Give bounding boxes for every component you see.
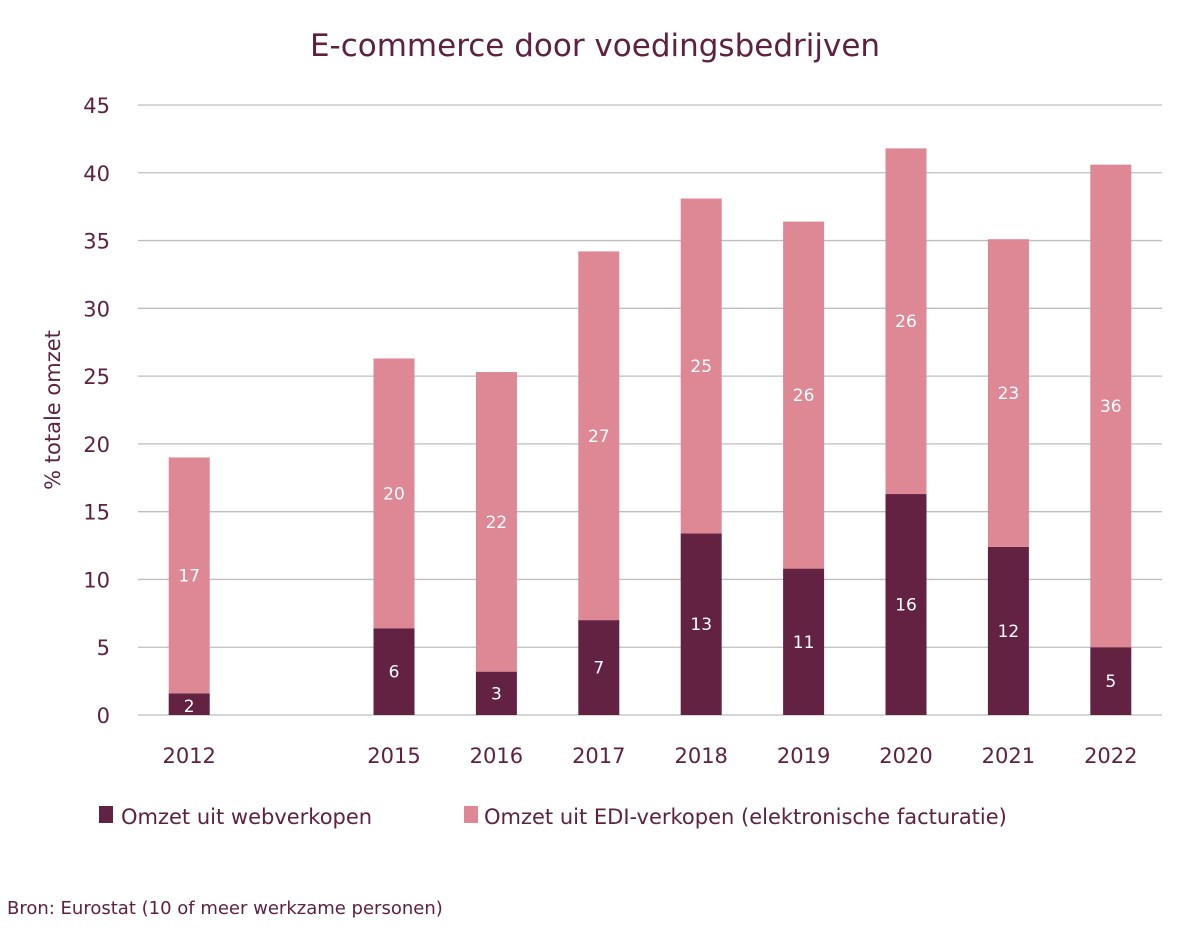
data-label: 17 bbox=[178, 566, 200, 586]
bar-segment-webverkopen bbox=[680, 533, 722, 715]
data-label: 16 bbox=[895, 596, 917, 616]
x-tick-label: 2015 bbox=[367, 744, 420, 768]
x-tick-label: 2016 bbox=[470, 744, 523, 768]
y-tick-label: 40 bbox=[83, 162, 110, 186]
bar-segment-webverkopen bbox=[783, 568, 825, 715]
data-label: 20 bbox=[383, 484, 405, 504]
bar-segment-edi bbox=[987, 239, 1029, 547]
y-tick-label: 35 bbox=[83, 230, 110, 254]
y-axis-label: % totale omzet bbox=[41, 330, 65, 490]
bar-segment-webverkopen bbox=[578, 620, 620, 715]
bar-segment-webverkopen bbox=[885, 494, 927, 715]
bars: 2 17 6 20 3 22 7 27 13 25 11 26 16 26 12 23 5 36 bbox=[168, 148, 1132, 717]
bar-segment-edi bbox=[168, 457, 210, 694]
bar-segment-edi bbox=[373, 358, 415, 629]
x-tick-label: 2017 bbox=[572, 744, 625, 768]
bar-segment-edi bbox=[578, 251, 620, 621]
data-label: 36 bbox=[1100, 397, 1122, 417]
chart-title: E-commerce door voedingsbedrijven bbox=[310, 28, 880, 64]
bar-segment-webverkopen bbox=[168, 693, 210, 715]
bar-segment-edi bbox=[475, 372, 517, 672]
x-tick-label: 2012 bbox=[162, 744, 215, 768]
y-tick-label: 25 bbox=[83, 365, 110, 389]
data-label: 11 bbox=[793, 633, 815, 653]
data-label: 13 bbox=[690, 615, 712, 635]
bar-segment-edi bbox=[680, 198, 722, 534]
y-tick-label: 45 bbox=[83, 94, 110, 118]
data-label: 5 bbox=[1105, 672, 1116, 692]
y-axis-ticks: 0 5 10 15 20 25 30 35 40 45 bbox=[83, 94, 110, 728]
y-tick-label: 15 bbox=[83, 501, 110, 525]
x-tick-label: 2022 bbox=[1084, 744, 1137, 768]
bar-segment-edi bbox=[783, 221, 825, 569]
data-label: 2 bbox=[184, 697, 195, 717]
y-tick-label: 30 bbox=[83, 297, 110, 321]
x-tick-label: 2020 bbox=[879, 744, 932, 768]
bar-segment-edi bbox=[1090, 164, 1132, 648]
x-tick-label: 2019 bbox=[777, 744, 830, 768]
data-label: 12 bbox=[998, 622, 1020, 642]
bar-segment-webverkopen bbox=[475, 671, 517, 715]
y-tick-label: 20 bbox=[83, 433, 110, 457]
source-note: Bron: Eurostat (10 of meer werkzame pers… bbox=[7, 898, 443, 919]
legend-swatch-webverkopen bbox=[99, 806, 113, 823]
data-label: 23 bbox=[998, 384, 1020, 404]
legend-swatch-edi bbox=[464, 806, 478, 823]
x-axis-ticks: 2012 2015 2016 2017 2018 2019 2020 2021 2022 bbox=[162, 744, 1137, 768]
data-label: 27 bbox=[588, 427, 610, 447]
y-tick-label: 10 bbox=[83, 568, 110, 592]
x-tick-label: 2018 bbox=[674, 744, 727, 768]
legend: Omzet uit webverkopen Omzet uit EDI-verk… bbox=[99, 805, 1007, 829]
data-label: 26 bbox=[793, 386, 815, 406]
data-label: 22 bbox=[486, 513, 508, 533]
y-tick-label: 5 bbox=[97, 636, 110, 660]
legend-label-edi: Omzet uit EDI-verkopen (elektronische fa… bbox=[484, 805, 1007, 829]
data-label: 6 bbox=[389, 663, 400, 683]
data-label: 3 bbox=[491, 684, 502, 704]
data-label: 26 bbox=[895, 312, 917, 332]
data-label: 25 bbox=[690, 357, 712, 377]
data-label: 7 bbox=[593, 659, 604, 679]
bar-segment-webverkopen bbox=[1090, 647, 1132, 715]
bar-segment-webverkopen bbox=[373, 628, 415, 715]
bar-segment-edi bbox=[885, 148, 927, 495]
legend-label-webverkopen: Omzet uit webverkopen bbox=[121, 805, 372, 829]
gridlines bbox=[138, 104, 1162, 716]
y-tick-label: 0 bbox=[97, 704, 110, 728]
x-tick-label: 2021 bbox=[982, 744, 1035, 768]
bar-segment-webverkopen bbox=[987, 546, 1029, 715]
